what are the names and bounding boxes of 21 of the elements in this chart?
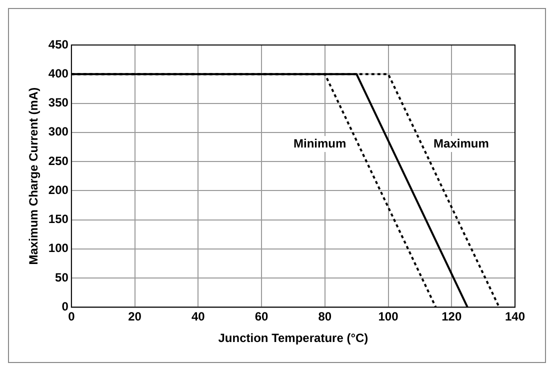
y-tick-label: 200	[48, 182, 69, 197]
x-axis-title: Junction Temperature (°C)	[218, 331, 368, 346]
y-tick-label: 450	[48, 37, 69, 52]
y-axis-title: Maximum Charge Current (mA)	[26, 87, 41, 265]
x-tick-label: 140	[504, 310, 526, 324]
y-tick-label: 50	[55, 270, 69, 284]
y-tick-label: 100	[48, 241, 69, 256]
series-label: Minimum	[293, 136, 346, 150]
y-tick-label: 300	[48, 124, 69, 139]
x-tick-label: 120	[442, 310, 462, 324]
series-label: Maximum	[434, 136, 489, 150]
y-tick-label: 0	[62, 300, 69, 314]
y-tick-label: 150	[48, 212, 69, 226]
x-tick-label: 80	[318, 310, 332, 324]
y-tick-label: 250	[48, 154, 69, 168]
y-tick-label: 350	[48, 96, 69, 110]
x-tick-label: 60	[254, 310, 269, 324]
x-tick-label: 40	[191, 310, 206, 324]
x-tick-label: 20	[128, 310, 142, 324]
x-tick-label: 100	[378, 310, 399, 324]
y-tick-label: 400	[48, 66, 69, 80]
